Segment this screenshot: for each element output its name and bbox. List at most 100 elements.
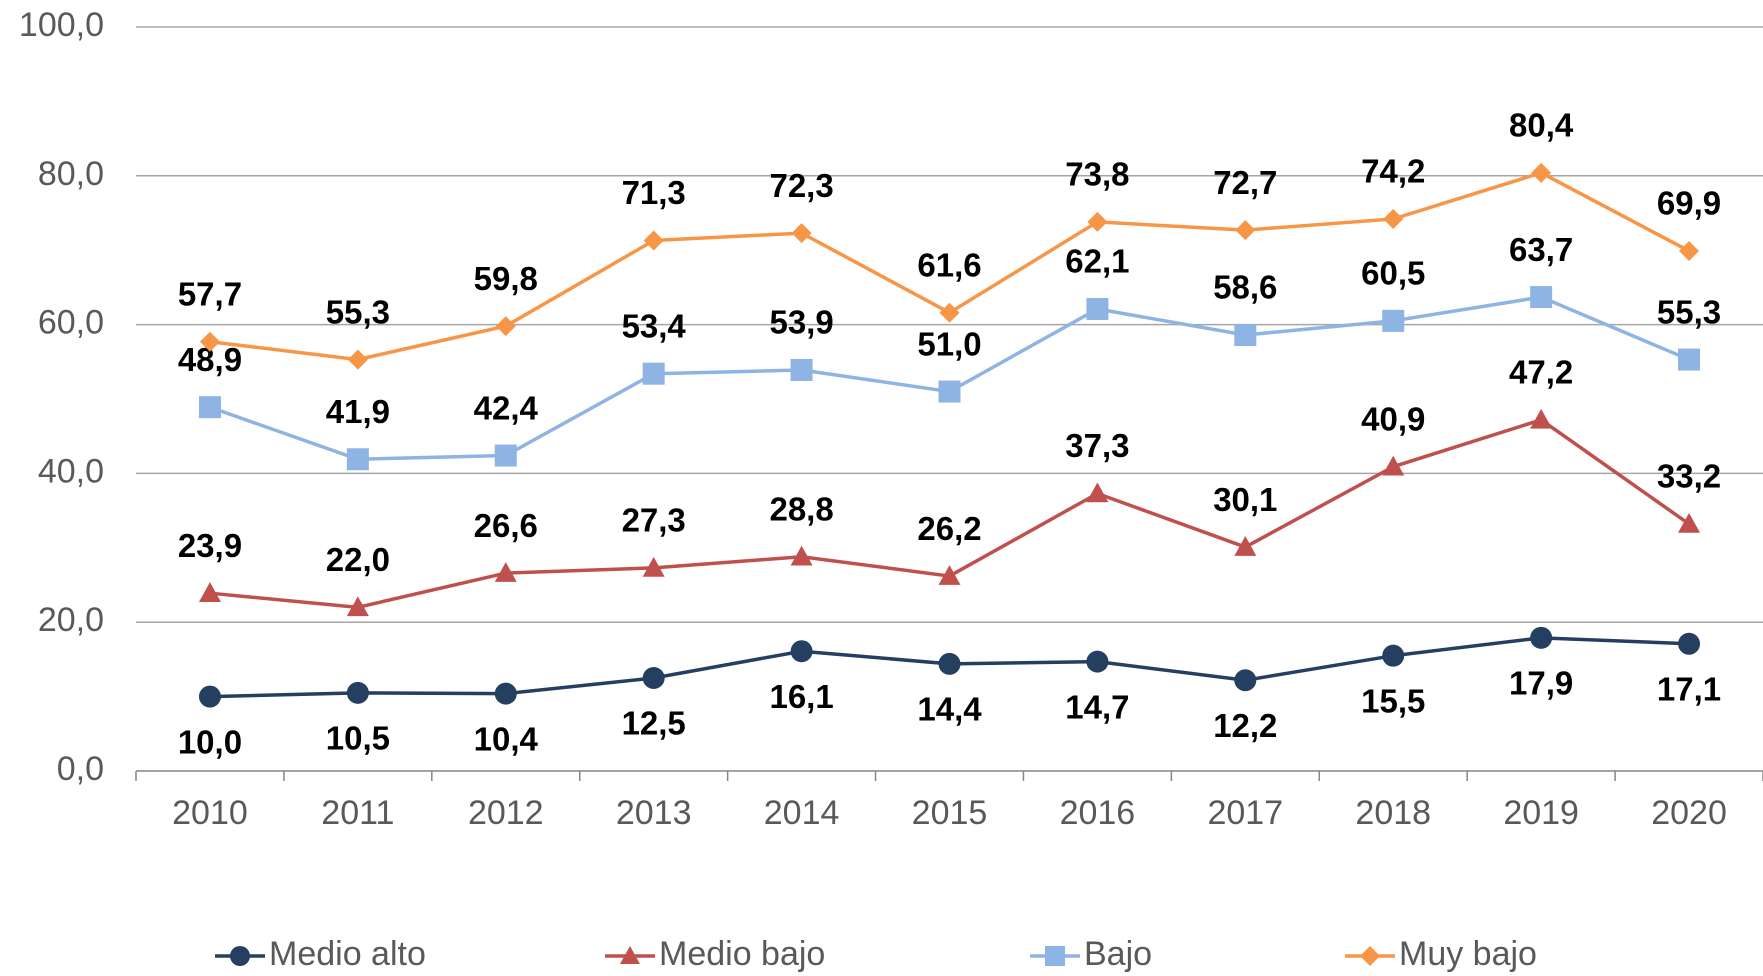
data-label: 80,4 <box>1509 107 1574 144</box>
data-label: 10,4 <box>474 720 539 757</box>
legend-label: Medio bajo <box>659 935 825 973</box>
data-label: 71,3 <box>622 174 686 211</box>
marker <box>1678 512 1701 533</box>
marker <box>1086 297 1109 320</box>
data-label: 12,5 <box>622 705 686 742</box>
x-tick-label: 2013 <box>616 794 692 832</box>
x-tick-label: 2017 <box>1207 794 1283 832</box>
marker <box>1530 286 1553 309</box>
marker <box>790 640 813 663</box>
data-label: 51,0 <box>917 325 981 362</box>
marker <box>199 331 220 352</box>
y-tick-label: 80,0 <box>38 155 104 193</box>
legend-label: Bajo <box>1084 935 1152 973</box>
data-label: 53,9 <box>769 304 833 341</box>
data-label: 41,9 <box>326 393 390 430</box>
data-label: 60,5 <box>1361 255 1425 292</box>
data-label: 10,5 <box>326 720 390 757</box>
data-label: 42,4 <box>474 389 539 426</box>
x-tick-label: 2016 <box>1060 794 1136 832</box>
marker <box>230 946 250 966</box>
marker <box>346 448 369 471</box>
marker <box>1360 946 1380 966</box>
marker <box>1087 211 1108 232</box>
marker <box>1382 455 1405 476</box>
data-label: 27,3 <box>622 502 686 539</box>
data-label: 26,6 <box>474 507 538 544</box>
marker <box>791 223 812 244</box>
y-tick-label: 20,0 <box>38 601 104 639</box>
x-tick-label: 2014 <box>764 794 840 832</box>
marker <box>1678 348 1701 371</box>
marker <box>198 582 221 602</box>
marker <box>1530 626 1553 649</box>
marker <box>1234 536 1257 556</box>
data-label: 17,9 <box>1509 665 1573 702</box>
data-label: 61,6 <box>917 246 981 283</box>
marker <box>1234 324 1257 347</box>
x-tick-label: 2018 <box>1355 794 1431 832</box>
y-tick-label: 0,0 <box>57 750 104 788</box>
marker <box>1234 669 1257 692</box>
data-label: 16,1 <box>769 678 833 715</box>
marker <box>642 556 665 577</box>
legend-label: Muy bajo <box>1399 935 1537 973</box>
y-tick-label: 40,0 <box>38 452 104 490</box>
x-tick-label: 2019 <box>1503 794 1579 832</box>
data-label: 57,7 <box>178 275 242 312</box>
legend-label: Medio alto <box>269 935 426 973</box>
data-label: 10,0 <box>178 723 242 760</box>
x-tick-label: 2012 <box>468 794 544 832</box>
marker <box>642 362 665 385</box>
x-tick-label: 2011 <box>321 794 394 832</box>
data-label: 23,9 <box>178 527 242 564</box>
marker <box>1382 644 1405 667</box>
data-label: 73,8 <box>1065 156 1129 193</box>
y-tick-label: 100,0 <box>19 6 104 44</box>
x-tick-label: 2015 <box>912 794 988 832</box>
marker <box>1235 220 1256 241</box>
data-label: 15,5 <box>1361 682 1425 719</box>
marker <box>346 681 369 704</box>
marker <box>1382 309 1405 332</box>
data-label: 72,7 <box>1213 164 1277 201</box>
data-label: 12,2 <box>1213 707 1277 744</box>
marker <box>1383 208 1404 229</box>
marker <box>938 565 961 585</box>
data-label: 55,3 <box>326 293 390 330</box>
marker <box>1531 162 1552 183</box>
data-label: 59,8 <box>474 260 538 297</box>
marker <box>495 316 516 337</box>
marker <box>790 358 813 381</box>
data-label: 69,9 <box>1657 185 1721 222</box>
marker <box>620 946 640 964</box>
x-tick-label: 2010 <box>172 794 248 832</box>
marker <box>1086 482 1109 503</box>
marker <box>1045 946 1065 966</box>
data-label: 17,1 <box>1657 670 1721 707</box>
marker <box>642 667 665 689</box>
marker <box>347 349 368 370</box>
marker <box>494 562 517 582</box>
data-label: 55,3 <box>1657 293 1721 330</box>
y-tick-label: 60,0 <box>38 304 104 342</box>
data-label: 26,2 <box>917 510 981 547</box>
data-label: 63,7 <box>1509 231 1573 268</box>
marker <box>198 685 221 708</box>
marker <box>1678 632 1701 655</box>
marker <box>643 230 664 251</box>
x-tick-label: 2020 <box>1651 794 1727 832</box>
data-label: 14,7 <box>1065 688 1129 725</box>
data-label: 72,3 <box>769 167 833 204</box>
data-label: 37,3 <box>1065 427 1129 464</box>
data-label: 62,1 <box>1065 243 1129 280</box>
data-label: 30,1 <box>1213 481 1277 518</box>
data-label: 14,4 <box>917 691 982 728</box>
marker <box>494 682 517 705</box>
data-label: 53,4 <box>622 307 687 344</box>
marker <box>346 596 369 617</box>
marker <box>1679 240 1700 261</box>
data-label: 74,2 <box>1361 153 1425 190</box>
data-label: 58,6 <box>1213 269 1277 306</box>
